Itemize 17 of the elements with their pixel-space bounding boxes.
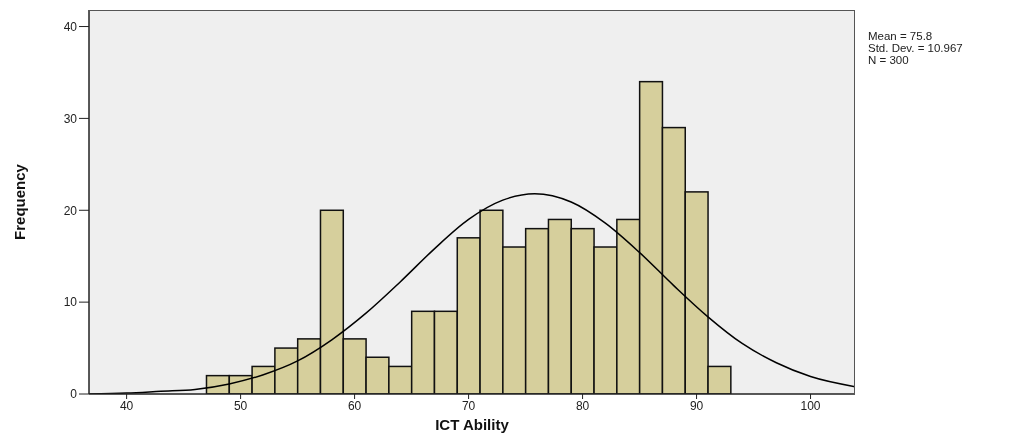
x-tick-label: 100	[800, 398, 821, 413]
text: N = 300	[868, 54, 910, 66]
x-tick-label: 50	[233, 398, 248, 413]
x-tick-label: 90	[689, 398, 704, 413]
x-tick-label: 80	[575, 398, 590, 413]
text: Std. Dev. = 10.967	[868, 42, 963, 54]
y-tick-label: 30	[63, 111, 78, 126]
x-tick-label: 60	[347, 398, 362, 413]
y-tick-label: 20	[63, 203, 78, 218]
text: Mean = 75.8	[868, 30, 934, 42]
x-tick-label: 40	[119, 398, 134, 413]
x-tick-label: 70	[461, 398, 476, 413]
y-tick-label: 40	[63, 19, 78, 34]
x-axis-title: ICT Ability	[435, 416, 510, 433]
y-tick-label: 0	[70, 387, 78, 402]
y-axis-title: Frequency	[11, 163, 29, 240]
y-tick-label: 10	[63, 295, 78, 310]
